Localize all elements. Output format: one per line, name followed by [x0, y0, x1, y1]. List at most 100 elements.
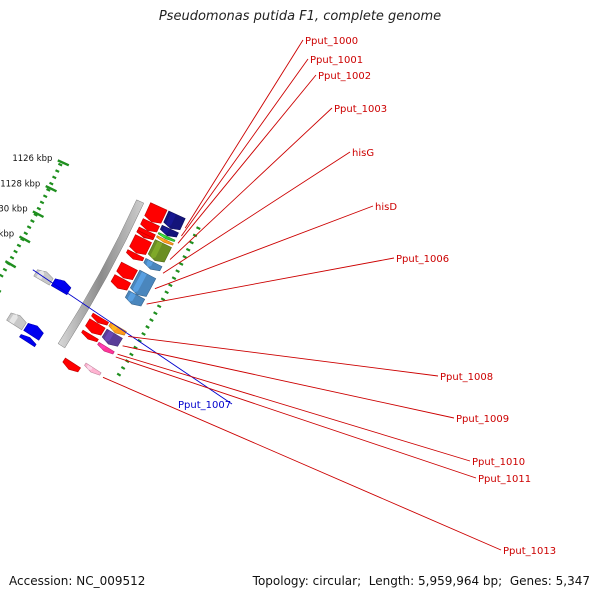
gene-feature[interactable] — [126, 249, 145, 262]
gene-label[interactable]: Pput_1011 — [115, 356, 531, 485]
gene-name[interactable]: Pput_1010 — [472, 457, 525, 468]
gene-name[interactable]: Pput_1002 — [318, 71, 371, 82]
gene-feature[interactable] — [62, 357, 81, 373]
topology-label: Topology: — [252, 574, 309, 588]
length-label: Length: — [368, 574, 415, 588]
gene-feature[interactable] — [97, 341, 115, 355]
tick-label: 1132 kbp — [0, 230, 14, 240]
genes-value: 5,347 — [555, 574, 590, 588]
gene-name[interactable]: Pput_1008 — [440, 372, 493, 383]
gene-label[interactable]: Pput_1009 — [122, 345, 509, 425]
leader-line — [102, 376, 502, 551]
tick-label: 1130 kbp — [0, 205, 28, 215]
gene-name[interactable]: Pput_1011 — [478, 474, 531, 485]
gene-feature[interactable] — [156, 235, 174, 246]
tick-dot — [33, 212, 38, 217]
feature-layer — [6, 202, 186, 376]
gene-feature[interactable] — [147, 239, 172, 263]
gene-label[interactable]: Pput_1006 — [146, 254, 449, 305]
major-tick — [45, 185, 58, 193]
gene-feature[interactable] — [19, 334, 37, 348]
gene-label[interactable]: hisG — [162, 148, 374, 274]
gene-label[interactable]: Pput_1013 — [102, 376, 556, 557]
gene-label[interactable]: Pput_1000 — [184, 36, 358, 229]
gene-feature[interactable] — [91, 312, 110, 326]
gene-name[interactable]: Pput_1006 — [396, 254, 449, 265]
major-tick — [32, 210, 45, 219]
gene-label[interactable]: Pput_1010 — [117, 353, 526, 468]
accession-value: NC_009512 — [76, 574, 146, 588]
gene-feature[interactable] — [110, 274, 132, 291]
tick-dot — [189, 240, 194, 245]
gene-feature[interactable] — [159, 224, 179, 238]
tick-dot — [46, 188, 51, 192]
major-tick — [57, 159, 70, 167]
gene-feature[interactable] — [108, 321, 127, 336]
tick-dot — [178, 262, 184, 266]
gene-label-layer: Pput_1000 Pput_1001 Pput_1002 Pput_1003 hisG… — [32, 36, 556, 557]
gene-feature[interactable] — [116, 261, 138, 281]
gene-label[interactable]: Pput_1002 — [177, 71, 371, 244]
tick-dot — [116, 372, 122, 377]
gene-feature[interactable] — [23, 323, 44, 341]
leader-line — [122, 345, 455, 419]
gene-name[interactable]: Pput_1003 — [334, 104, 387, 115]
tick-dot — [42, 194, 48, 199]
gene-feature[interactable] — [101, 328, 123, 347]
gene-feature[interactable] — [6, 312, 27, 331]
gene-name[interactable]: Pput_1000 — [305, 36, 358, 47]
gene-name[interactable]: Pput_1009 — [456, 414, 509, 425]
gene-name[interactable]: hisD — [375, 202, 397, 213]
tick-dot — [129, 352, 134, 357]
gene-label[interactable]: Pput_1008 — [128, 335, 493, 383]
tick-dot — [156, 304, 162, 309]
tick-dot — [36, 206, 42, 211]
major-tick — [18, 235, 31, 244]
gene-feature[interactable] — [157, 232, 176, 242]
accession-info: Accession: NC_009512 — [9, 574, 145, 588]
length-value: 5,959,964 bp — [418, 574, 499, 588]
gene-feature[interactable] — [81, 329, 99, 343]
gene-feature[interactable] — [84, 362, 102, 376]
gene-feature[interactable] — [144, 202, 168, 224]
tick-dot — [160, 297, 166, 302]
tick-dot — [196, 226, 201, 230]
gene-feature[interactable] — [124, 290, 146, 307]
topology-value: circular — [312, 574, 358, 588]
gene-feature[interactable] — [50, 278, 72, 296]
gene-feature[interactable] — [140, 218, 160, 233]
gene-feature[interactable] — [85, 318, 106, 336]
gene-feature[interactable] — [143, 257, 163, 272]
tick-dot — [164, 290, 169, 295]
tick-dot — [145, 325, 150, 329]
leader-line — [115, 356, 477, 479]
gene-feature[interactable] — [130, 269, 157, 297]
gene-name[interactable]: Pput_1007 — [178, 400, 231, 411]
tick-dot — [141, 331, 146, 336]
gene-label[interactable]: Pput_1003 — [169, 104, 387, 260]
gene-feature[interactable] — [136, 229, 155, 241]
gene-feature[interactable] — [163, 210, 186, 231]
gene-name[interactable]: Pput_1001 — [310, 55, 363, 66]
tick-dot — [175, 269, 180, 273]
leader-line — [177, 74, 317, 244]
tick-dot — [137, 338, 142, 343]
genes-label: Genes: — [509, 574, 552, 588]
gene-label[interactable]: Pput_1001 — [181, 55, 363, 237]
tick-dot — [16, 243, 22, 248]
tick-dot — [0, 273, 4, 278]
tick-dot — [55, 169, 60, 173]
tick-dot — [57, 162, 63, 167]
tick-label: 1126 kbp — [12, 154, 52, 164]
gene-feature[interactable] — [129, 234, 153, 255]
leader-line — [117, 353, 471, 462]
tick-dot — [2, 267, 8, 272]
gene-name[interactable]: Pput_1013 — [503, 546, 556, 557]
gene-name[interactable]: hisG — [352, 148, 374, 159]
tick-dot — [13, 249, 18, 254]
tick-dot — [26, 225, 32, 230]
gene-label[interactable]: hisD — [154, 202, 397, 290]
tick-label: 1128 kbp — [0, 179, 40, 189]
backbone-layer — [57, 199, 145, 349]
